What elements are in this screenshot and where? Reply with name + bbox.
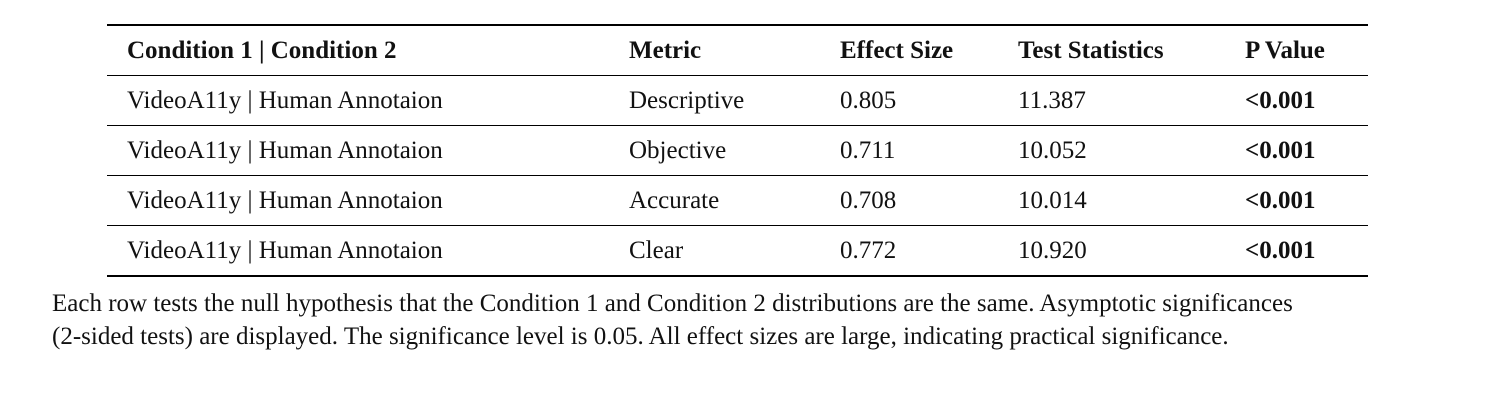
cell-effect-size: 0.772: [840, 236, 897, 264]
caption-line-1: Each row tests the null hypothesis that …: [52, 290, 1293, 317]
cell-p-value: <0.001: [1245, 86, 1316, 114]
cell-effect-size: 0.711: [840, 136, 896, 164]
cell-metric: Clear: [629, 236, 684, 264]
cell-effect-size: 0.708: [840, 186, 897, 214]
cell-conditions: VideoA11y | Human Annotaion: [127, 236, 443, 264]
cell-metric: Accurate: [629, 186, 720, 214]
cell-p-value: <0.001: [1245, 236, 1316, 264]
header-metric: Metric: [629, 36, 702, 64]
table-header: Condition 1 | Condition 2 Metric Effect …: [107, 25, 1368, 76]
cell-p-value: <0.001: [1245, 186, 1316, 214]
table-row: VideoA11y | Human Annotaion Accurate 0.7…: [107, 176, 1368, 226]
cell-test-statistics: 11.387: [1018, 86, 1086, 114]
results-table-container: Condition 1 | Condition 2 Metric Effect …: [107, 24, 1368, 277]
table-row: VideoA11y | Human Annotaion Objective 0.…: [107, 126, 1368, 176]
header-row: Condition 1 | Condition 2 Metric Effect …: [107, 25, 1368, 76]
cell-effect-size: 0.805: [840, 86, 897, 114]
cell-test-statistics: 10.014: [1018, 186, 1087, 214]
cell-metric: Descriptive: [629, 86, 745, 114]
caption-line-2: (2-sided tests) are displayed. The signi…: [52, 323, 1229, 350]
results-table: Condition 1 | Condition 2 Metric Effect …: [107, 24, 1368, 277]
header-conditions: Condition 1 | Condition 2: [127, 36, 397, 64]
header-effect-size: Effect Size: [840, 36, 954, 64]
table-row: VideoA11y | Human Annotaion Clear 0.772 …: [107, 226, 1368, 276]
header-p-value: P Value: [1245, 36, 1325, 64]
cell-p-value: <0.001: [1245, 136, 1316, 164]
cell-conditions: VideoA11y | Human Annotaion: [127, 136, 443, 164]
cell-test-statistics: 10.052: [1018, 136, 1087, 164]
table-caption: Each row tests the null hypothesis that …: [52, 287, 1472, 353]
cell-conditions: VideoA11y | Human Annotaion: [127, 186, 443, 214]
cell-metric: Objective: [629, 136, 727, 164]
header-test-statistics: Test Statistics: [1018, 36, 1164, 64]
cell-test-statistics: 10.920: [1018, 236, 1087, 264]
table-row: VideoA11y | Human Annotaion Descriptive …: [107, 76, 1368, 126]
table-body: VideoA11y | Human Annotaion Descriptive …: [107, 76, 1368, 276]
cell-conditions: VideoA11y | Human Annotaion: [127, 86, 443, 114]
